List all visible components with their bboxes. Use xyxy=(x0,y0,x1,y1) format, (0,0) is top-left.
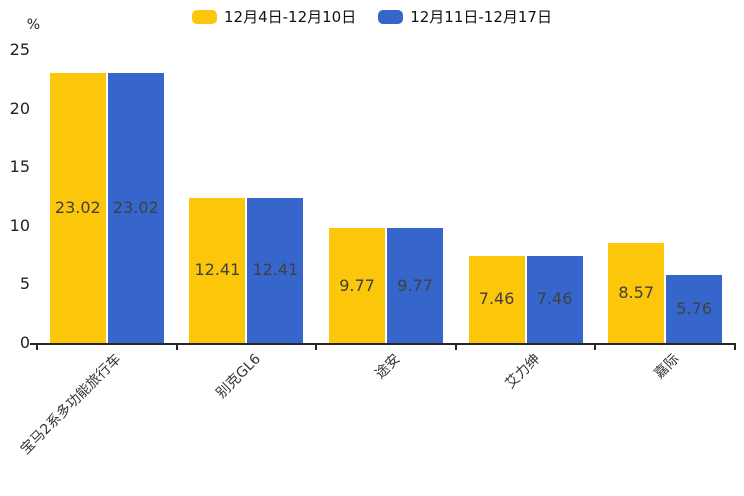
y-axis-tick-label: 5 xyxy=(19,274,30,294)
x-axis-category-label: 途安 xyxy=(372,351,404,383)
x-axis-category-label: 别克GL6 xyxy=(213,351,264,402)
y-axis-tick-label: 25 xyxy=(9,40,30,59)
bar-series1[interactable] xyxy=(189,197,246,343)
y-axis-tick-label: 20 xyxy=(9,98,30,118)
bar-series2[interactable] xyxy=(666,275,723,343)
x-axis-tick xyxy=(594,343,597,350)
x-axis-category-label: 艾力绅 xyxy=(502,351,544,393)
x-axis-category-label: 宝马2系多功能旅行车 xyxy=(17,351,125,458)
y-axis-unit-label: % xyxy=(26,17,40,33)
bar-series2[interactable] xyxy=(387,228,443,343)
legend-label: 12月4日-12月10日 xyxy=(224,8,357,26)
x-axis-tick xyxy=(36,343,38,350)
y-axis-origin-tick xyxy=(30,343,37,345)
bar-series1[interactable] xyxy=(49,73,106,343)
y-axis-tick-label: 10 xyxy=(9,215,30,235)
x-axis-tick xyxy=(734,343,736,350)
y-axis-tick-label: 15 xyxy=(9,157,30,177)
bar-series2[interactable] xyxy=(247,197,304,343)
legend-item-series-1[interactable]: 12月4日-12月10日 xyxy=(192,8,356,26)
x-axis-tick xyxy=(175,343,178,350)
legend-item-series-2[interactable]: 12月11日-12月17日 xyxy=(378,8,552,26)
bar-series2[interactable] xyxy=(107,73,164,343)
y-axis-tick-label: 0 xyxy=(19,333,30,352)
legend-swatch xyxy=(378,10,404,24)
x-axis-tick xyxy=(315,343,318,350)
legend-label: 12月11日-12月17日 xyxy=(410,8,552,26)
bar-series1[interactable] xyxy=(608,242,665,343)
x-axis-tick xyxy=(454,343,457,350)
legend-swatch xyxy=(192,10,217,24)
bar-series1[interactable] xyxy=(468,255,525,343)
chart-legend: 12月4日-12月10日 12月11日-12月17日 xyxy=(0,8,744,26)
x-axis-line xyxy=(37,343,735,345)
bar-series1[interactable] xyxy=(329,228,385,343)
x-axis-category-label: 嘉际 xyxy=(651,351,683,383)
bar-series2[interactable] xyxy=(526,255,583,343)
